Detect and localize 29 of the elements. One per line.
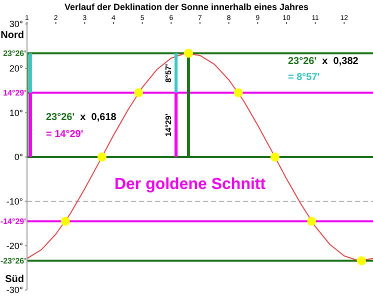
y-tick-label: -30° [6,285,24,296]
annotation: = 8°57' [288,72,321,83]
text: Süd [4,274,24,285]
annotation: = 14°29' [46,129,84,140]
y-tick-label: 0° [14,152,24,162]
point [184,48,193,58]
ref-line-label: 23°26' [3,49,26,58]
point [234,88,243,98]
text: Nord [0,30,24,41]
point [60,216,70,226]
ref-line-label: 14°29' [3,88,26,98]
annotation: 14°29' [164,114,174,137]
point [356,256,366,266]
point [134,88,144,98]
y-tick-label: -10° [6,196,24,207]
y-tick-label: -20° [6,240,24,251]
annotation: Der goldene Schnitt [113,176,267,194]
y-tick-label: 30° [9,19,24,30]
y-tick-label: 20° [9,64,24,74]
ref-line-label: -14°29' [0,217,26,226]
point [307,216,316,226]
y-tick-label: 10° [9,108,24,118]
point [270,152,280,162]
ref-line-label: -23°26' [0,256,26,266]
chart-title: Verlauf der Deklination der Sonne innerhalb eines Jahres [63,2,310,12]
point [97,152,106,162]
annotation: 23°26' x 0,382 [288,56,358,67]
annotation: 8°57' [164,64,174,82]
annotation: 23°26' x 0,618 [46,112,116,123]
